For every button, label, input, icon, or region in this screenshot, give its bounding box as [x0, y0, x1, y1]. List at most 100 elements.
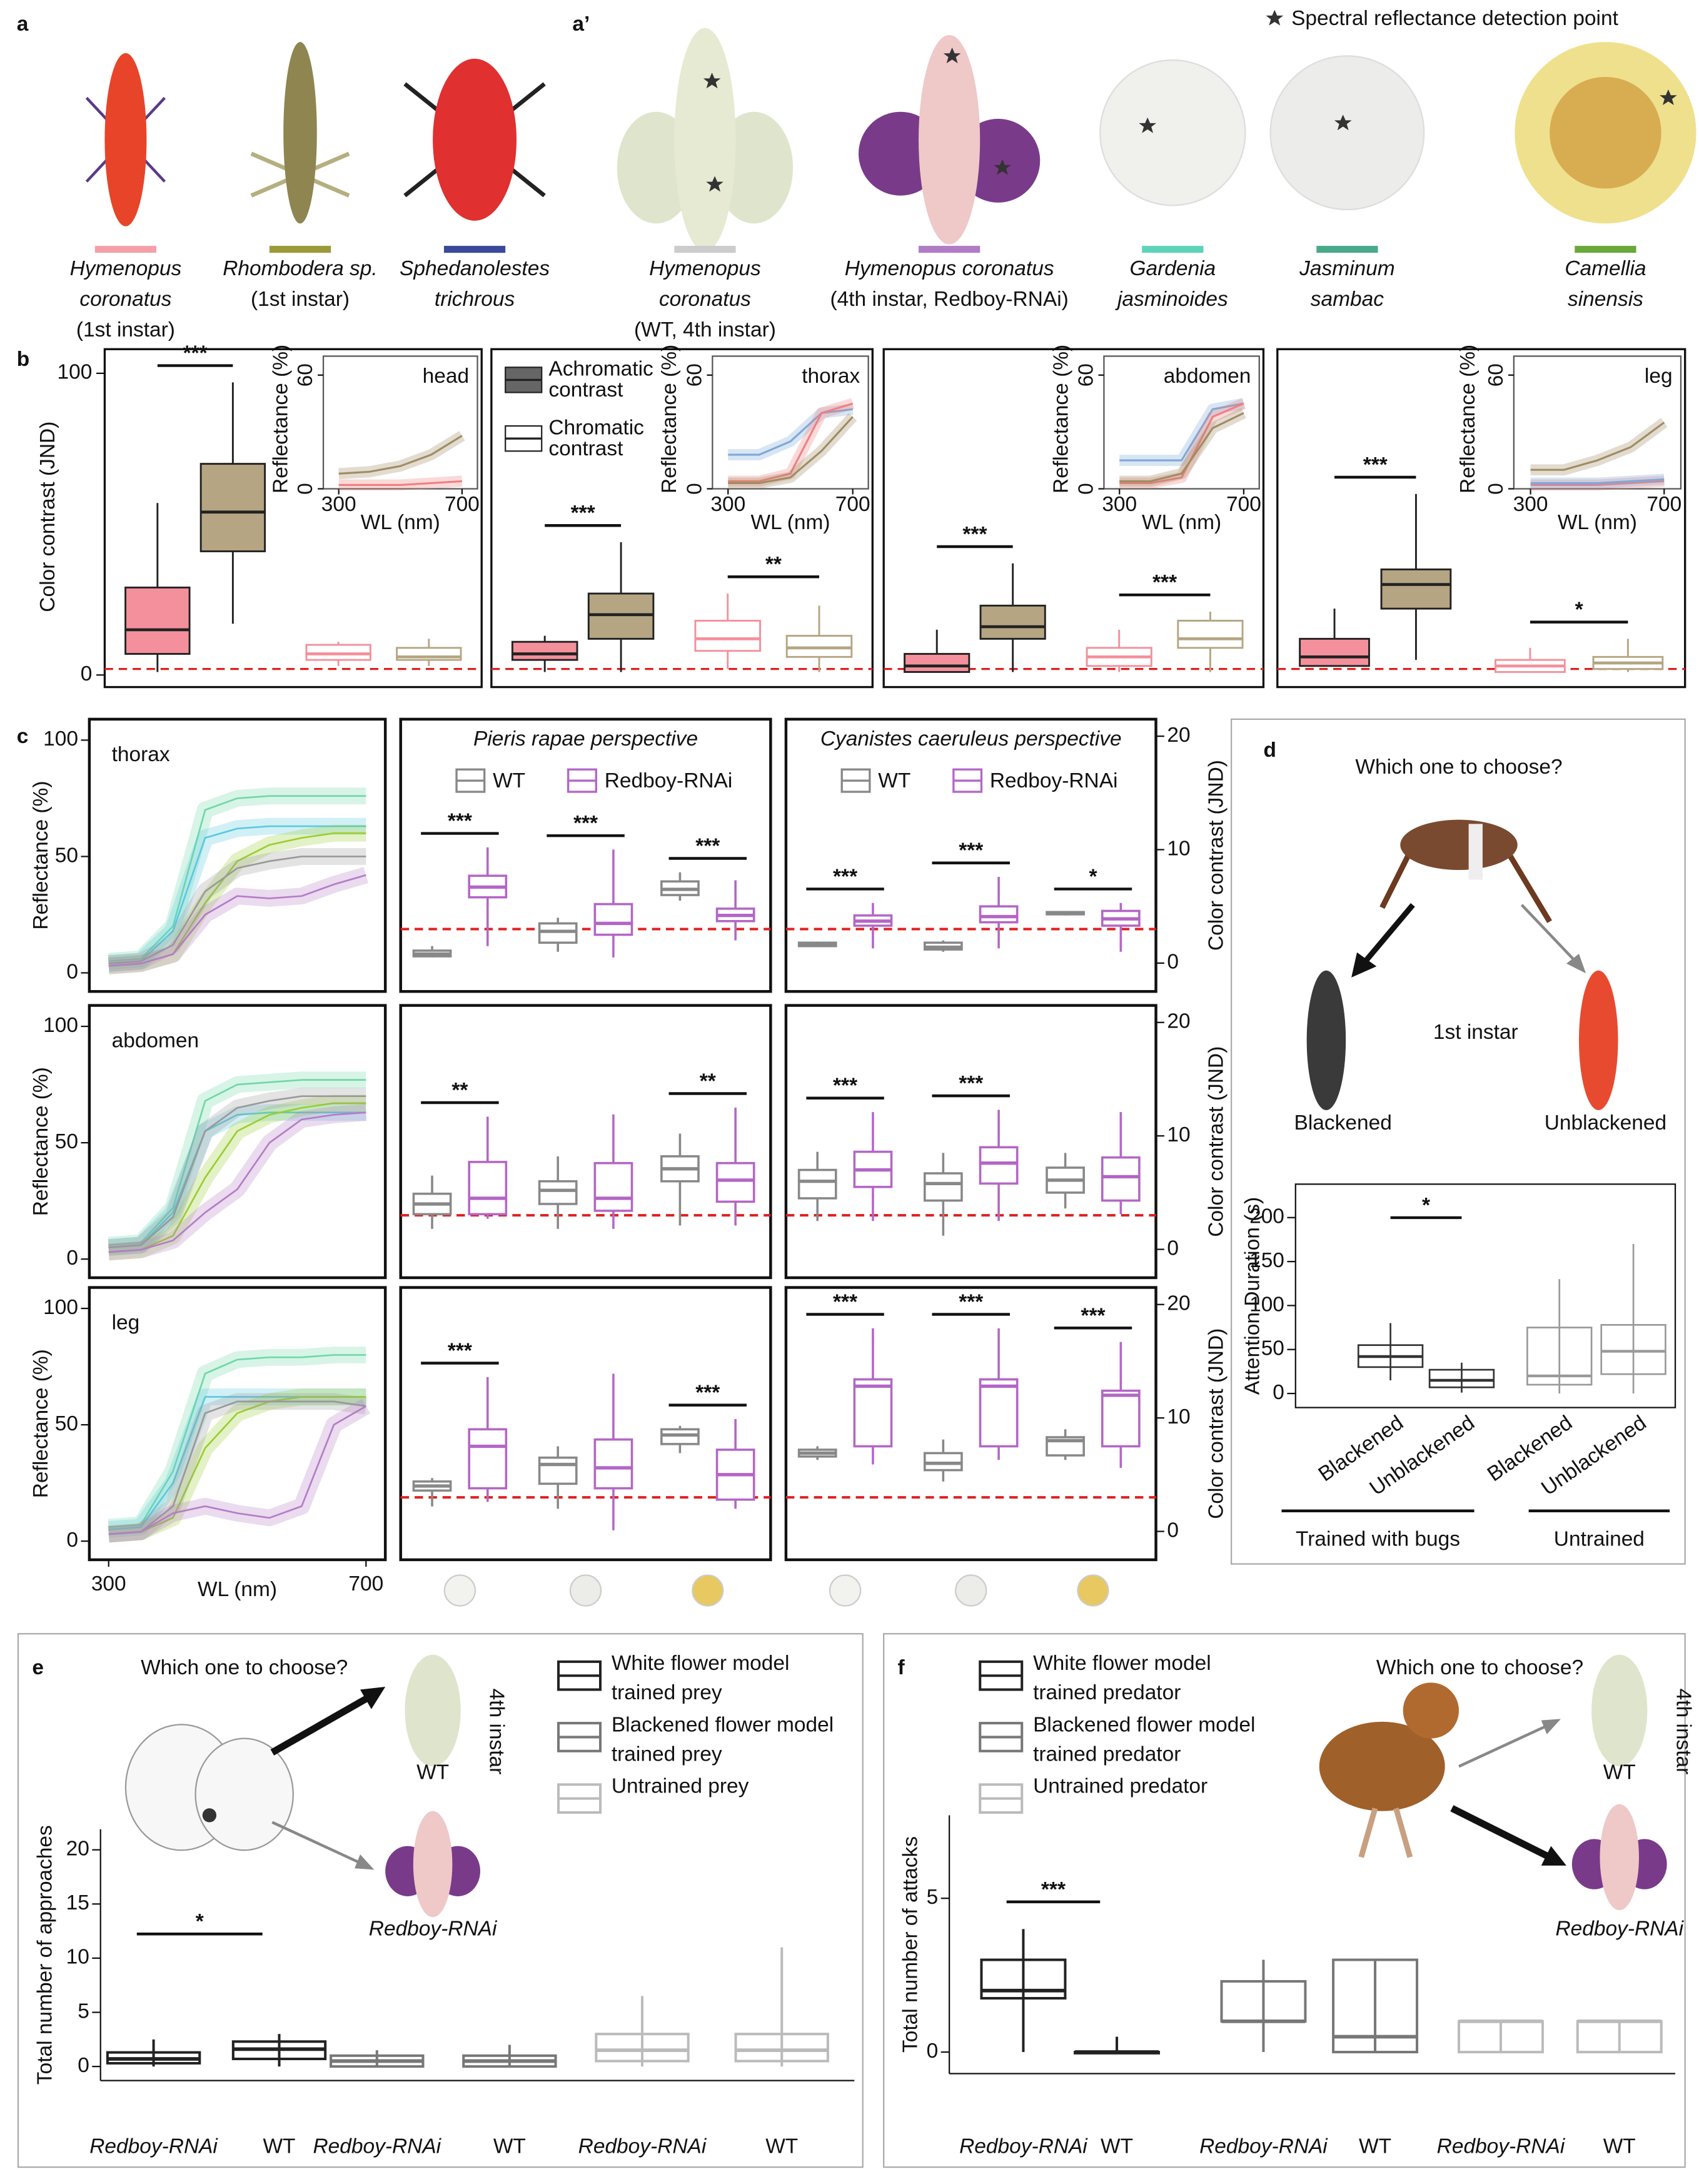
tick-label: 300 — [710, 493, 745, 516]
tick-label: 20 — [1167, 724, 1190, 747]
tick-label: 50 — [55, 1412, 78, 1435]
mantis-wt — [617, 28, 794, 252]
box — [923, 1452, 963, 1472]
box — [595, 2033, 690, 2063]
tick-label: 0 — [66, 1246, 78, 1270]
caption: coronatus — [659, 288, 751, 311]
significance: * — [1575, 599, 1583, 622]
x-tick-label: WT — [493, 2135, 526, 2158]
panel-frame — [88, 717, 387, 993]
significance: *** — [1363, 453, 1388, 477]
x-tick-label: Redboy-RNAi — [578, 2135, 707, 2158]
legend: Redboy-RNAi — [990, 769, 1118, 792]
tick-label: 5 — [78, 1999, 89, 2023]
box — [797, 1168, 837, 1200]
legend: contrast — [548, 437, 623, 460]
legend: Chromatic — [548, 416, 644, 439]
spectrum — [108, 1396, 366, 1535]
nymph-blackened — [1306, 970, 1346, 1111]
spectrum — [108, 856, 366, 964]
axis-label: Color contrast (JND) — [1205, 760, 1228, 951]
box — [1101, 1156, 1141, 1202]
legend: Spectral reflectance detection point — [1291, 7, 1619, 30]
box — [923, 1172, 963, 1202]
subtitle: Pieris rapae perspective — [473, 727, 698, 751]
tick-label: 10 — [1167, 1405, 1190, 1428]
significance: *** — [1041, 1878, 1066, 1901]
significance: *** — [962, 523, 987, 546]
tick-label: 60 — [1074, 363, 1097, 387]
axis-label: Reflectance (%) — [658, 345, 681, 493]
legend: Blackened flower model — [1033, 1713, 1255, 1736]
spectrum — [108, 1400, 366, 1535]
tick-label: 60 — [683, 363, 706, 387]
box — [904, 653, 970, 673]
icon-label: WT — [1603, 1761, 1636, 1784]
flower-icon — [569, 1574, 602, 1607]
caption-bar — [919, 246, 981, 253]
jasmine — [1269, 55, 1425, 211]
tick-label: 0 — [1167, 1519, 1179, 1542]
panel-label: b — [17, 348, 29, 371]
box — [538, 1456, 578, 1485]
icon-label: WT — [416, 1761, 449, 1784]
label: Unblackened — [1545, 1111, 1666, 1135]
box — [538, 922, 578, 944]
axis-label: Reflectance (%) — [29, 1067, 53, 1216]
significance: *** — [695, 834, 720, 857]
tick-label: 0 — [78, 2054, 89, 2077]
tick-label: 60 — [294, 363, 317, 387]
icon-label: 4th instar — [485, 1689, 508, 1775]
panel-name: leg — [1645, 365, 1673, 388]
tick-label: 20 — [1167, 1010, 1190, 1033]
panel-frame — [103, 348, 483, 689]
caption-bar — [674, 246, 736, 253]
box — [1380, 568, 1452, 610]
chicken — [1319, 1682, 1460, 1858]
inset-frame — [322, 355, 478, 490]
box — [1177, 619, 1244, 649]
spectrum — [1530, 418, 1668, 476]
flower-icon — [829, 1574, 862, 1607]
caption: sinensis — [1568, 288, 1643, 311]
axis-label: Color contrast (JND) — [1205, 1046, 1228, 1237]
significance: *** — [959, 839, 983, 862]
axis-label: WL (nm) — [198, 1578, 277, 1601]
caption: Gardenia — [1129, 257, 1216, 280]
tick-label: 0 — [1167, 1236, 1179, 1260]
tick-label: 100 — [1249, 1293, 1284, 1316]
panel-frame — [88, 1286, 387, 1562]
legend: Blackened flower model — [612, 1713, 834, 1736]
panel-f-frame — [883, 1633, 1686, 2168]
box — [1526, 1327, 1593, 1386]
legend: Achromatic — [548, 358, 653, 381]
caption: (4th instar, Redboy-RNAi) — [830, 288, 1068, 311]
tick-label: 100 — [43, 727, 78, 751]
nymph-red — [85, 53, 166, 226]
panel-label: a’ — [572, 13, 590, 36]
panel-d-frame — [1230, 718, 1686, 1565]
tick-label: 20 — [66, 1838, 89, 1861]
icon-label: 4th instar — [1671, 1689, 1695, 1775]
legend: trained predator — [1033, 1681, 1181, 1704]
inset-frame — [712, 355, 869, 490]
x-tick-label: Redboy-RNAi — [89, 2135, 218, 2158]
mantis-wt-e — [405, 1654, 461, 1767]
tick-label: 100 — [43, 1014, 78, 1037]
caption: Camellia — [1565, 257, 1646, 280]
significance: ** — [765, 553, 782, 576]
box — [593, 1161, 633, 1212]
box — [785, 635, 853, 658]
spectrum — [108, 1111, 366, 1248]
box — [979, 604, 1046, 640]
row-name: leg — [112, 1311, 140, 1334]
box — [1600, 1324, 1666, 1375]
tick-label: 0 — [1167, 951, 1179, 974]
caption: Hymenopus coronatus — [845, 257, 1054, 280]
caption: trichrous — [435, 288, 515, 311]
significance: *** — [571, 502, 595, 525]
box — [587, 592, 655, 640]
box — [979, 1378, 1019, 1448]
axis-label: Reflectance (%) — [1456, 345, 1480, 493]
